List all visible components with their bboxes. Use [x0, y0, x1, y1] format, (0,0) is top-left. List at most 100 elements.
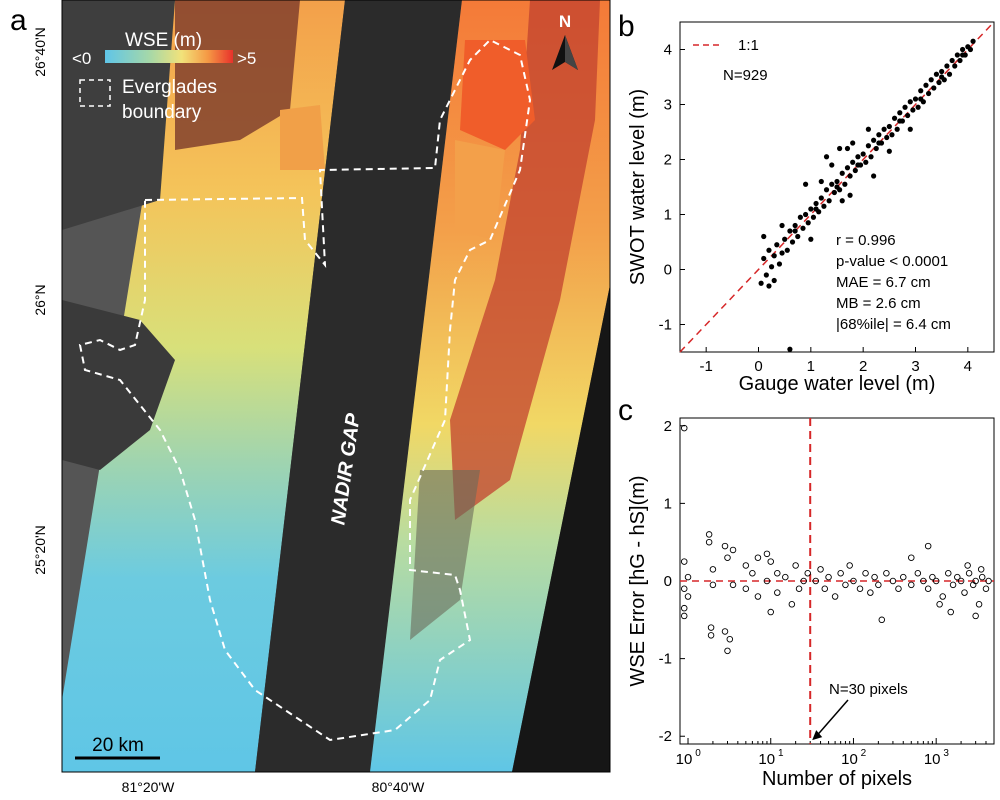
- scatter-point: [850, 140, 856, 146]
- lat-label: 26°N: [32, 284, 48, 315]
- error-point: [889, 577, 897, 585]
- scatter-point: [844, 165, 851, 171]
- scatter-point: [813, 206, 819, 212]
- x-tick-exponent: 0: [695, 748, 701, 759]
- error-point: [680, 585, 688, 593]
- error-point: [729, 546, 737, 554]
- error-point: [724, 554, 731, 561]
- scatter-point: [761, 233, 767, 240]
- scatter-point: [871, 137, 877, 143]
- error-point: [954, 573, 961, 581]
- error-point: [825, 573, 832, 581]
- scatter-point: [831, 189, 837, 196]
- y-tick-label: 2: [664, 418, 672, 435]
- scatter-point: [928, 77, 934, 83]
- error-point: [964, 562, 971, 569]
- error-point: [707, 624, 715, 631]
- stat-mae: MAE = 6.7 cm: [836, 274, 931, 291]
- error-point: [914, 569, 922, 577]
- scatter-point: [813, 200, 819, 207]
- error-point: [774, 569, 781, 577]
- error-point: [949, 581, 957, 589]
- scatter-point: [779, 222, 785, 229]
- map-legend: WSE (m) <0 >5 Everglades boundary: [72, 30, 256, 123]
- error-point: [929, 573, 936, 581]
- scatter-point: [891, 115, 898, 121]
- x-tick-exponent: 2: [861, 748, 867, 759]
- error-point: [788, 601, 796, 608]
- scatter-point: [787, 346, 793, 352]
- error-point: [680, 604, 688, 612]
- error-point: [754, 554, 762, 561]
- everglades-boundary: [78, 38, 532, 742]
- scatter-point: [826, 198, 832, 204]
- scatter-point: [949, 57, 955, 64]
- scatter-point: [800, 225, 806, 231]
- x-tick-label: 10: [924, 751, 941, 768]
- scatter-point: [766, 283, 772, 289]
- scatter-point: [847, 173, 853, 179]
- error-point: [800, 577, 807, 585]
- panel-label-c: c: [618, 394, 633, 427]
- y-tick-label: -1: [659, 317, 672, 334]
- scatter-b-points: [758, 38, 976, 352]
- scatter-point: [847, 192, 853, 198]
- error-point: [705, 531, 713, 538]
- error-point: [957, 577, 965, 585]
- scatter-point: [803, 181, 809, 187]
- scatter-point: [897, 110, 903, 116]
- scatter-b-frame: [679, 21, 995, 353]
- scatter-point: [795, 233, 801, 240]
- error-point: [709, 566, 717, 573]
- error-point: [936, 601, 943, 608]
- scatter-b-ticks: -1 0 1 2 3 4 -1 0 1 2 3 4: [659, 42, 972, 376]
- panel-label-a: a: [10, 4, 27, 37]
- wse-colorbar: [105, 50, 233, 63]
- scatter-point: [905, 112, 911, 119]
- scatter-point: [907, 99, 913, 105]
- x-tick-exponent: 1: [778, 748, 784, 759]
- error-point: [978, 573, 986, 581]
- scatter-point: [789, 239, 796, 245]
- error-point: [763, 577, 771, 585]
- error-point: [850, 577, 857, 585]
- land-patch: [455, 140, 505, 240]
- scatter-point: [779, 250, 785, 256]
- north-arrow-half: [565, 35, 578, 70]
- scatter-point: [805, 220, 811, 226]
- map-frame: [61, 0, 611, 773]
- error-point: [871, 573, 878, 581]
- error-point: [947, 608, 954, 616]
- error-point: [742, 585, 750, 593]
- error-point: [908, 554, 915, 561]
- n30-arrow: [817, 699, 849, 735]
- scatter-point: [863, 159, 869, 165]
- x-tick-label: 4: [964, 358, 972, 375]
- error-point: [754, 593, 762, 600]
- x-tick-label: 2: [859, 358, 867, 375]
- scatter-point: [886, 148, 892, 154]
- scatter-point: [865, 126, 872, 132]
- error-point: [961, 589, 968, 596]
- error-point: [875, 581, 882, 589]
- n30-arrowhead-icon: [812, 730, 823, 741]
- x-tick-label: 3: [911, 358, 919, 375]
- x-tick-exponent: 3: [943, 748, 949, 759]
- y-tick-label: 0: [664, 573, 672, 590]
- scatter-point: [910, 107, 916, 113]
- lat-label: 26°40'N: [32, 27, 48, 77]
- scatter-point: [834, 184, 840, 190]
- scatter-point: [871, 173, 877, 179]
- y-tick-label: -1: [659, 651, 672, 668]
- boundary-label-2: boundary: [122, 102, 202, 123]
- error-point: [908, 581, 915, 589]
- lat-label: 25°20'N: [32, 525, 48, 575]
- scatter-point: [818, 178, 824, 185]
- scatter-point: [797, 214, 803, 220]
- scatter-point: [939, 68, 945, 75]
- scatter-point: [933, 71, 940, 77]
- scatter-c-points: [680, 424, 992, 655]
- scatter-point: [774, 242, 780, 248]
- scatter-point: [915, 104, 921, 110]
